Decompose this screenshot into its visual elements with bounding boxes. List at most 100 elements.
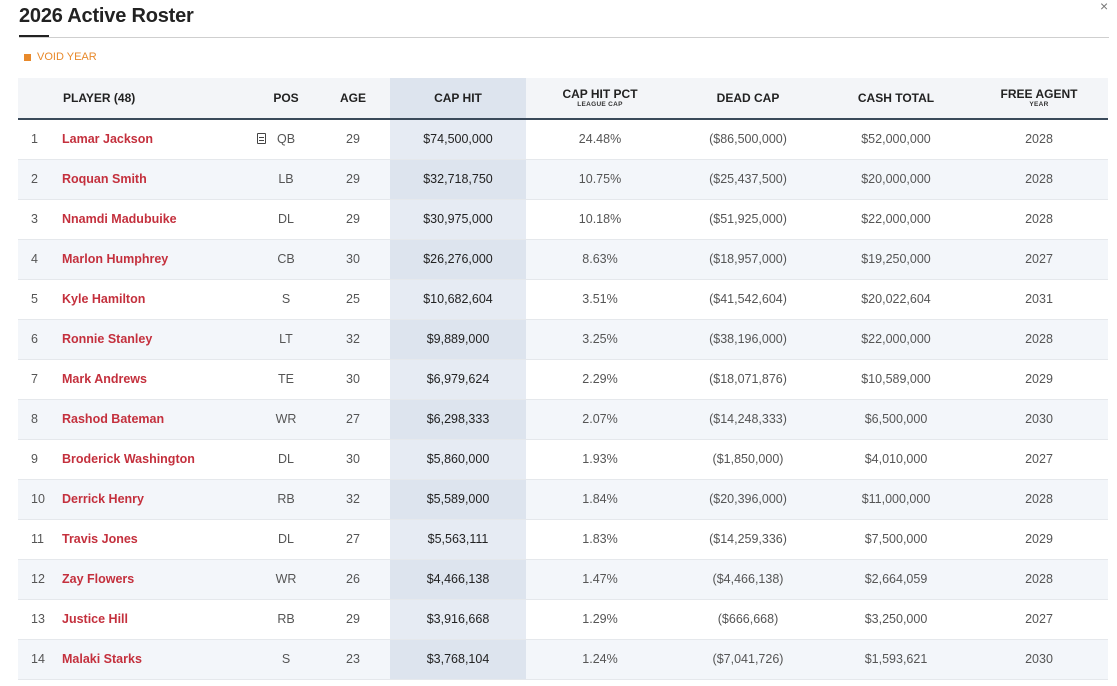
age-cell: 29 xyxy=(316,199,390,240)
player-link[interactable]: Rashod Bateman xyxy=(62,412,165,426)
player-link[interactable]: Broderick Washington xyxy=(62,452,195,466)
age-cell: 30 xyxy=(316,359,390,400)
player-link[interactable]: Roquan Smith xyxy=(62,172,147,186)
player-link[interactable]: Kyle Hamilton xyxy=(62,292,146,306)
cap-hit-cell: $5,589,000 xyxy=(390,479,526,520)
player-link[interactable]: Travis Jones xyxy=(62,532,138,546)
dead-cap-cell: ($20,396,000) xyxy=(674,479,822,520)
cash-total-cell: $11,000,000 xyxy=(822,479,970,520)
free-agent-year-cell: 2030 xyxy=(970,399,1108,440)
rank-cell: 1 xyxy=(18,119,62,160)
cash-total-cell: $7,500,000 xyxy=(822,519,970,560)
column-header-age[interactable]: AGE xyxy=(316,78,390,120)
cash-total-cell: $6,500,000 xyxy=(822,399,970,440)
cash-total-cell: $20,000,000 xyxy=(822,159,970,200)
free-agent-year-cell: 2027 xyxy=(970,239,1108,280)
player-link[interactable]: Marlon Humphrey xyxy=(62,252,169,266)
free-agent-year-cell: 2028 xyxy=(970,559,1108,600)
column-header-pos[interactable]: POS xyxy=(256,78,316,120)
table-header-row: PLAYER (48) POS AGE CAP HIT CAP HIT PCT … xyxy=(18,78,1108,120)
rank-cell: 13 xyxy=(18,599,62,640)
cap-hit-cell: $3,768,104 xyxy=(390,639,526,680)
table-row: 12 Zay Flowers WR 26 $4,466,138 1.47% ($4,466,… xyxy=(18,559,1108,600)
cap-hit-pct-cell: 3.51% xyxy=(526,279,674,320)
player-cell: Roquan Smith xyxy=(62,159,256,200)
cash-total-cell: $22,000,000 xyxy=(822,199,970,240)
cap-hit-cell: $3,916,668 xyxy=(390,599,526,640)
title-underline xyxy=(19,35,49,37)
dead-cap-cell: ($14,248,333) xyxy=(674,399,822,440)
age-cell: 25 xyxy=(316,279,390,320)
age-cell: 32 xyxy=(316,479,390,520)
rank-cell: 10 xyxy=(18,479,62,520)
cap-hit-pct-cell: 3.25% xyxy=(526,319,674,360)
cash-total-cell: $20,022,604 xyxy=(822,279,970,320)
free-agent-sublabel: YEAR xyxy=(1029,100,1049,108)
dead-cap-cell: ($41,542,604) xyxy=(674,279,822,320)
close-icon[interactable]: × xyxy=(1100,0,1109,14)
table-row: 14 Malaki Starks S 23 $3,768,104 1.24% ($7,041… xyxy=(18,639,1108,680)
dead-cap-cell: ($38,196,000) xyxy=(674,319,822,360)
dead-cap-cell: ($7,041,726) xyxy=(674,639,822,680)
player-link[interactable]: Derrick Henry xyxy=(62,492,144,506)
cap-hit-cell: $26,276,000 xyxy=(390,239,526,280)
table-row: 10 Derrick Henry RB 32 $5,589,000 1.84% ($20,3… xyxy=(18,479,1108,520)
cap-hit-cell: $5,563,111 xyxy=(390,519,526,560)
player-cell: Travis Jones xyxy=(62,519,256,560)
age-cell: 27 xyxy=(316,399,390,440)
note-icon[interactable] xyxy=(257,133,266,144)
player-cell: Kyle Hamilton xyxy=(62,279,256,320)
player-cell: Ronnie Stanley xyxy=(62,319,256,360)
free-agent-year-cell: 2028 xyxy=(970,159,1108,200)
cap-hit-pct-cell: 24.48% xyxy=(526,119,674,160)
player-link[interactable]: Justice Hill xyxy=(62,612,128,626)
player-link[interactable]: Nnamdi Madubuike xyxy=(62,212,177,226)
player-link[interactable]: Ronnie Stanley xyxy=(62,332,153,346)
cap-hit-pct-cell: 2.29% xyxy=(526,359,674,400)
cap-hit-cell: $10,682,604 xyxy=(390,279,526,320)
column-header-cash-total[interactable]: CASH TOTAL xyxy=(822,78,970,120)
rank-cell: 6 xyxy=(18,319,62,360)
player-link[interactable]: Zay Flowers xyxy=(62,572,135,586)
rank-cell: 14 xyxy=(18,639,62,680)
cash-total-cell: $2,664,059 xyxy=(822,559,970,600)
cash-total-cell: $52,000,000 xyxy=(822,119,970,160)
dead-cap-cell: ($25,437,500) xyxy=(674,159,822,200)
pos-cell: DL xyxy=(256,519,316,560)
rank-cell: 2 xyxy=(18,159,62,200)
table-row: 6 Ronnie Stanley LT 32 $9,889,000 3.25% ($38,1… xyxy=(18,319,1108,360)
player-cell: Malaki Starks xyxy=(62,639,256,680)
player-cell: Derrick Henry xyxy=(62,479,256,520)
cap-hit-cell: $5,860,000 xyxy=(390,439,526,480)
cap-hit-cell: $6,979,624 xyxy=(390,359,526,400)
dead-cap-cell: ($86,500,000) xyxy=(674,119,822,160)
column-header-free-agent[interactable]: FREE AGENT YEAR xyxy=(970,78,1108,120)
column-header-player[interactable]: PLAYER (48) xyxy=(18,78,256,120)
rank-cell: 3 xyxy=(18,199,62,240)
player-link[interactable]: Mark Andrews xyxy=(62,372,147,386)
free-agent-label: FREE AGENT xyxy=(1000,86,1078,101)
rank-cell: 5 xyxy=(18,279,62,320)
cap-hit-cell: $4,466,138 xyxy=(390,559,526,600)
pos-cell: LB xyxy=(256,159,316,200)
pos-cell: LT xyxy=(256,319,316,360)
pos-cell: QB xyxy=(256,119,316,160)
pos-cell: S xyxy=(256,639,316,680)
table-row: 4 Marlon Humphrey CB 30 $26,276,000 8.63% ($18… xyxy=(18,239,1108,280)
pos-cell: RB xyxy=(256,479,316,520)
column-header-cap-hit[interactable]: CAP HIT xyxy=(390,78,526,120)
rank-cell: 8 xyxy=(18,399,62,440)
dead-cap-cell: ($18,071,876) xyxy=(674,359,822,400)
player-link[interactable]: Lamar Jackson xyxy=(62,132,154,147)
pos-cell: DL xyxy=(256,439,316,480)
column-header-cap-hit-pct[interactable]: CAP HIT PCT LEAGUE CAP xyxy=(526,78,674,120)
cap-hit-pct-cell: 1.84% xyxy=(526,479,674,520)
player-link[interactable]: Malaki Starks xyxy=(62,652,142,666)
cash-total-cell: $22,000,000 xyxy=(822,319,970,360)
rank-cell: 9 xyxy=(18,439,62,480)
column-header-dead-cap[interactable]: DEAD CAP xyxy=(674,78,822,120)
dead-cap-cell: ($1,850,000) xyxy=(674,439,822,480)
pos-cell: CB xyxy=(256,239,316,280)
age-cell: 32 xyxy=(316,319,390,360)
cash-total-cell: $1,593,621 xyxy=(822,639,970,680)
